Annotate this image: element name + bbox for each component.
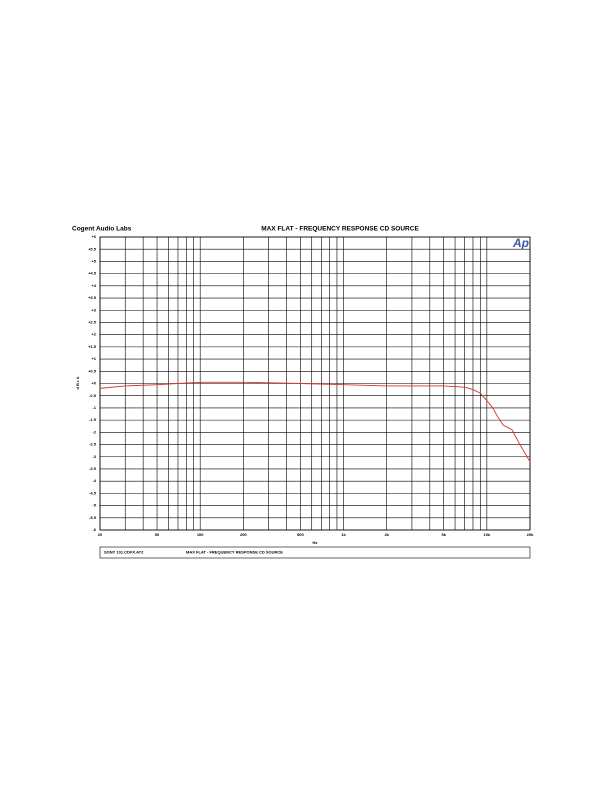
y-tick-label: +4.5 <box>88 271 97 276</box>
y-tick-label: -4 <box>92 478 96 483</box>
x-tick-label: 20k <box>527 532 534 537</box>
series-line <box>99 381 531 462</box>
y-tick-label: +2 <box>91 332 96 337</box>
y-tick-label: -5 <box>92 503 96 508</box>
y-tick-label: +5 <box>91 258 96 263</box>
y-tick-label: -5.5 <box>89 515 97 520</box>
x-tick-label: 100 <box>197 532 204 537</box>
y-tick-label: +0 <box>91 381 96 386</box>
x-tick-label: 1k <box>341 532 346 537</box>
chart-title: MAX FLAT - FREQUENCY RESPONSE CD SOURCE <box>261 226 419 233</box>
y-tick-label: +4 <box>91 283 96 288</box>
x-tick-label: 50 <box>155 532 160 537</box>
y-tick-label: -0.5 <box>89 393 97 398</box>
y-axis-label: d B r A <box>75 376 80 389</box>
y-tick-label: +2.5 <box>88 320 97 325</box>
y-tick-label: -4.5 <box>89 490 97 495</box>
y-tick-label: -1 <box>92 405 96 410</box>
y-tick-label: -2.5 <box>89 442 97 447</box>
logo: Ap <box>512 236 529 250</box>
y-tick-label: +3 <box>91 307 96 312</box>
x-tick-label: 20 <box>98 532 103 537</box>
lab-name: Cogent Audio Labs <box>72 226 132 233</box>
y-tick-label: +1.5 <box>88 344 97 349</box>
y-tick-label: +1 <box>91 356 96 361</box>
y-tick-label: -2 <box>92 429 96 434</box>
x-axis-label: Hz <box>313 540 318 545</box>
x-tick-label: 500 <box>297 532 304 537</box>
x-tick-label: 5k <box>441 532 446 537</box>
legend-file: SONY 101.CDFX.AT2 <box>104 550 144 555</box>
x-tick-label: 10k <box>484 532 491 537</box>
legend-note: MAX FLAT - FREQUENCY RESPONSE CD SOURCE <box>186 550 283 555</box>
x-tick-label: 2k <box>384 532 389 537</box>
y-tick-label: +5.5 <box>88 246 97 251</box>
x-tick-label: 200 <box>240 532 247 537</box>
legend-box <box>99 546 531 559</box>
y-tick-label: +0.5 <box>88 368 97 373</box>
y-tick-label: -6 <box>92 527 96 532</box>
y-tick-label: -3.5 <box>89 466 97 471</box>
y-tick-label: -1.5 <box>89 417 97 422</box>
y-tick-label: +6 <box>91 234 96 239</box>
y-tick-label: -3 <box>92 454 96 459</box>
y-tick-label: +3.5 <box>88 295 97 300</box>
